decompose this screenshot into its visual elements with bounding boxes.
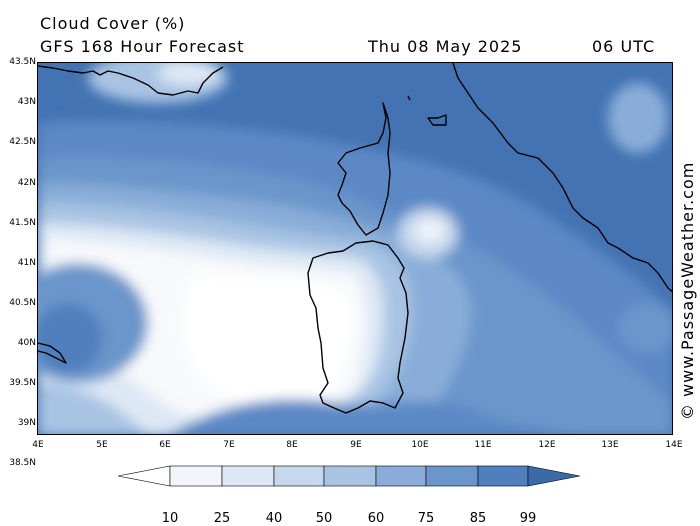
forecast-label: GFS 168 Hour Forecast: [40, 37, 245, 56]
lat-label: 38.5N: [9, 458, 36, 468]
lat-label: 43N: [17, 97, 36, 107]
cloud-cover-map: [37, 62, 673, 435]
cloud-cover-field: [38, 63, 672, 434]
legend-swatch: [221, 465, 275, 487]
lon-label: 4E: [32, 440, 44, 450]
lat-label: 40.5N: [9, 298, 36, 308]
lon-label: 14E: [665, 440, 683, 450]
lon-label: 11E: [474, 440, 492, 450]
lat-label: 42.5N: [9, 137, 36, 147]
lat-label: 39.5N: [9, 378, 36, 388]
lon-label: 12E: [538, 440, 556, 450]
legend-label: 60: [367, 511, 385, 526]
credit-text: © www.PassageWeather.com: [678, 161, 697, 420]
coastline: [38, 63, 672, 414]
forecast-time: 06 UTC: [592, 37, 656, 56]
lon-label: 8E: [286, 440, 298, 450]
lon-label: 10E: [411, 440, 429, 450]
chart-title: Cloud Cover (%): [40, 14, 186, 33]
lat-label: 42N: [17, 178, 36, 188]
legend-label: 85: [469, 511, 487, 526]
lon-label: 13E: [601, 440, 619, 450]
lat-label: 39N: [17, 418, 36, 428]
legend-label: 40: [265, 511, 283, 526]
legend-label: 50: [315, 511, 333, 526]
legend-swatch: [323, 465, 377, 487]
legend-swatch: [118, 465, 171, 487]
legend-label: 99: [519, 511, 537, 526]
color-legend: [118, 465, 581, 487]
lat-label: 41N: [17, 258, 36, 268]
lon-label: 9E: [350, 440, 362, 450]
legend-label: 25: [213, 511, 231, 526]
legend-swatch: [425, 465, 479, 487]
legend-swatch: [477, 465, 529, 487]
legend-label: 10: [161, 511, 179, 526]
legend-swatch: [527, 465, 581, 487]
lat-label: 43.5N: [9, 57, 36, 67]
legend-swatch: [375, 465, 427, 487]
legend-label: 75: [417, 511, 435, 526]
legend-swatch: [273, 465, 325, 487]
lon-label: 6E: [159, 440, 171, 450]
lon-label: 7E: [223, 440, 235, 450]
lat-label: 40N: [17, 338, 36, 348]
forecast-date: Thu 08 May 2025: [368, 37, 523, 56]
legend-swatch: [169, 465, 223, 487]
lat-label: 41.5N: [9, 218, 36, 228]
lon-label: 5E: [96, 440, 108, 450]
